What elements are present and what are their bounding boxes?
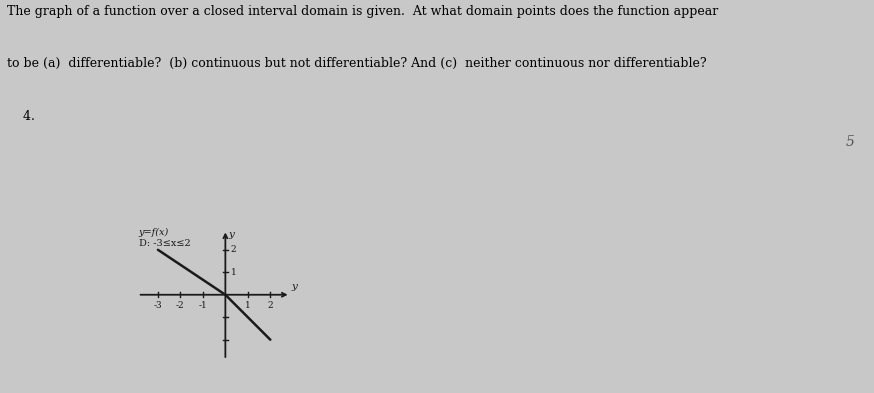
Text: 1: 1	[231, 268, 237, 277]
Text: 5: 5	[846, 135, 855, 149]
Text: to be (a)  differentiable?  (b) continuous but not differentiable? And (c)  neit: to be (a) differentiable? (b) continuous…	[7, 57, 706, 70]
Text: -1: -1	[198, 301, 207, 310]
Text: -3: -3	[154, 301, 163, 310]
Text: 1: 1	[245, 301, 251, 310]
Text: D: -3≤x≤2: D: -3≤x≤2	[139, 239, 191, 248]
Text: y: y	[228, 230, 234, 239]
Text: The graph of a function over a closed interval domain is given.  At what domain : The graph of a function over a closed in…	[7, 5, 718, 18]
Text: y=f(x): y=f(x)	[139, 228, 169, 237]
Text: 2: 2	[267, 301, 274, 310]
Text: 2: 2	[231, 245, 236, 254]
Text: -2: -2	[176, 301, 184, 310]
Text: 4.: 4.	[7, 110, 35, 123]
Text: y: y	[292, 282, 297, 291]
